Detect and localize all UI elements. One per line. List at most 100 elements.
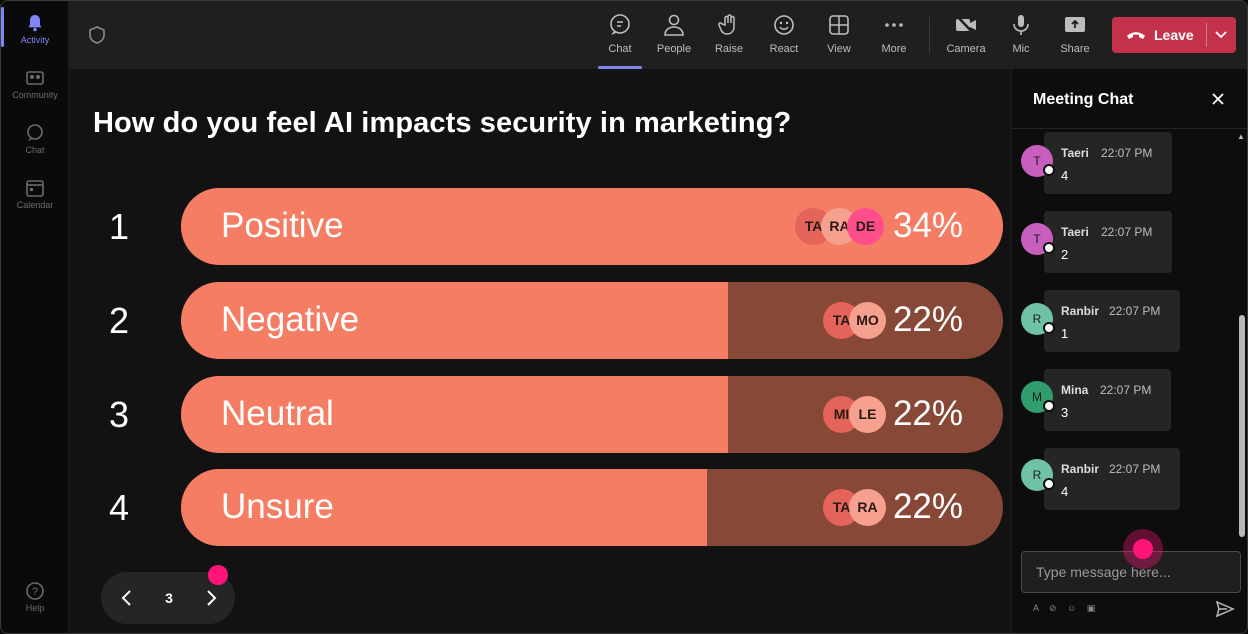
sender-name: Mina <box>1061 383 1089 397</box>
chat-message: Mina 22:07 PM 3 <box>1044 369 1171 431</box>
message-composer <box>1021 551 1241 593</box>
avatar-initial: T <box>1033 232 1041 246</box>
raise-hand-button[interactable]: Raise <box>705 11 753 63</box>
mic-button[interactable]: Mic <box>997 11 1045 63</box>
meeting-toolbar: Chat People Raise React View More Camera <box>69 1 1247 69</box>
toolbar-divider <box>929 17 930 53</box>
chat-scrollbar[interactable] <box>1239 315 1245 537</box>
rail-item-help[interactable]: ? Help <box>1 581 69 613</box>
chat-message: Taeri 22:07 PM 4 <box>1044 132 1172 194</box>
scroll-down-icon[interactable]: ▼ <box>1237 530 1245 539</box>
avatar: DE <box>847 208 884 245</box>
camera-off-icon <box>956 15 976 35</box>
poll-option-bar[interactable]: Neutral MI LE 22% <box>181 376 1003 453</box>
option-number: 1 <box>109 206 130 247</box>
message-text: 2 <box>1061 247 1069 262</box>
bell-icon <box>28 15 42 32</box>
message-time: 22:07 PM <box>1109 462 1161 476</box>
voter-avatars: TA RA <box>823 489 887 526</box>
pointer-dot <box>1133 539 1153 559</box>
avatar: RA <box>849 489 886 526</box>
shield-icon[interactable] <box>87 25 107 45</box>
option-label: Unsure <box>221 487 334 526</box>
sender-name: Taeri <box>1061 225 1089 239</box>
message-time: 22:07 PM <box>1101 146 1153 160</box>
rail-item-chat[interactable]: Chat <box>1 123 69 155</box>
sender-name: Taeri <box>1061 146 1089 160</box>
poll-option-bar[interactable]: Unsure TA RA 22% <box>181 469 1003 546</box>
svg-text:?: ? <box>32 586 38 598</box>
view-button[interactable]: View <box>815 11 863 63</box>
option-percent: 22% <box>892 300 963 339</box>
close-icon[interactable] <box>1211 92 1225 106</box>
people-button-label: People <box>656 43 692 55</box>
avatar-initial: M <box>1032 390 1042 404</box>
rail-label: Help <box>25 603 45 613</box>
status-dot <box>1043 164 1055 176</box>
sender-name: Ranbir <box>1061 304 1100 318</box>
more-button[interactable]: More <box>870 11 918 63</box>
poll-option-bar[interactable]: Positive TA RA DE 34% <box>181 188 1003 265</box>
share-button[interactable]: Share <box>1051 11 1099 63</box>
message-text: 4 <box>1061 484 1069 499</box>
chat-message: Ranbir 22:07 PM 4 <box>1044 448 1180 510</box>
chat-icon <box>27 124 43 141</box>
poll-question: How do you feel AI impacts security in m… <box>93 107 792 139</box>
status-dot <box>1043 478 1055 490</box>
voter-avatars: TA MO <box>823 302 887 339</box>
chevron-left-icon[interactable] <box>119 589 135 607</box>
camera-button[interactable]: Camera <box>942 11 990 63</box>
voter-avatars: TA RA DE <box>795 208 885 245</box>
help-icon: ? <box>26 582 44 600</box>
share-icon <box>1065 17 1085 32</box>
status-dot <box>1043 242 1055 254</box>
leave-button[interactable]: Leave <box>1112 17 1236 53</box>
format-toolbar[interactable]: A ⊘ ☺ ▣ <box>1033 603 1100 613</box>
message-time: 22:07 PM <box>1100 383 1152 397</box>
option-fill <box>181 282 729 359</box>
avatar: LE <box>849 396 886 433</box>
camera-button-label: Camera <box>946 43 986 55</box>
rail-label: Community <box>12 90 58 100</box>
meeting-chat-panel: Meeting Chat Taeri 22:07 PM 4 T Taeri 22… <box>1011 69 1247 633</box>
scroll-up-icon[interactable]: ▲ <box>1237 132 1245 141</box>
rail-item-calendar[interactable]: Calendar <box>1 178 69 210</box>
people-button[interactable]: People <box>650 11 698 63</box>
share-button-label: Share <box>1060 43 1090 55</box>
avatar: R <box>1021 303 1055 335</box>
react-button-label: React <box>769 43 799 55</box>
chat-button[interactable]: Chat <box>596 11 644 69</box>
hand-icon <box>718 14 735 35</box>
chat-title: Meeting Chat <box>1033 91 1134 108</box>
avatar: R <box>1021 459 1055 491</box>
sender-name: Ranbir <box>1061 462 1100 476</box>
option-label: Positive <box>221 206 344 245</box>
rail-item-community[interactable]: Community <box>1 68 69 100</box>
message-text: 3 <box>1061 405 1069 420</box>
avatar-initial: T <box>1033 154 1041 168</box>
people-icon <box>664 14 684 36</box>
send-icon[interactable] <box>1215 600 1235 618</box>
smiley-icon <box>774 15 794 35</box>
chat-message: Taeri 22:07 PM 2 <box>1044 211 1172 273</box>
page-number: 3 <box>165 590 173 606</box>
message-input[interactable] <box>1036 564 1226 580</box>
option-number: 4 <box>109 487 130 528</box>
message-time: 22:07 PM <box>1109 304 1161 318</box>
community-icon <box>26 71 44 85</box>
react-button[interactable]: React <box>760 11 808 63</box>
poll-option-bar[interactable]: Negative TA MO 22% <box>181 282 1003 359</box>
chevron-right-icon[interactable] <box>203 589 219 607</box>
calendar-icon <box>26 180 44 197</box>
avatar: T <box>1021 145 1055 177</box>
mic-icon <box>1013 15 1029 35</box>
avatar-initial: R <box>1032 312 1042 326</box>
status-dot <box>1043 400 1055 412</box>
rail-item-activity[interactable]: Activity <box>1 7 69 47</box>
hang-up-icon <box>1127 32 1145 39</box>
message-time: 22:07 PM <box>1101 225 1153 239</box>
more-icon <box>885 23 903 27</box>
chat-message: Ranbir 22:07 PM 1 <box>1044 290 1180 352</box>
chevron-down-icon[interactable] <box>1214 27 1228 41</box>
